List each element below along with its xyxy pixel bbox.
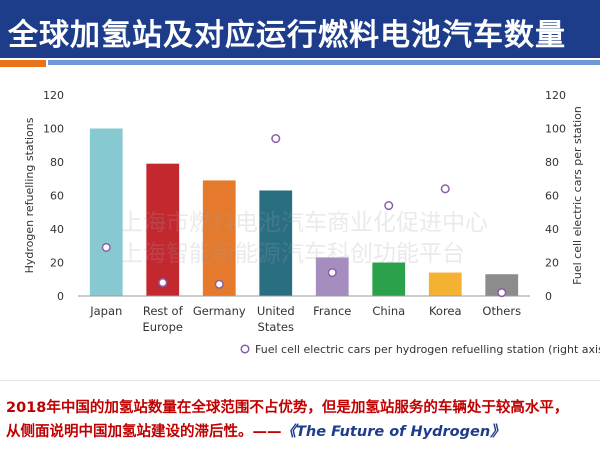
accent-bar-orange xyxy=(0,60,46,67)
watermark-line-1: 上海市燃料电池汽车商业化促进中心 xyxy=(120,210,488,236)
bar xyxy=(485,274,519,296)
bar xyxy=(372,262,406,296)
y-tick-label: 40 xyxy=(50,223,64,236)
y-tick-label: 80 xyxy=(50,156,64,169)
scatter-point xyxy=(440,184,450,194)
bar xyxy=(428,272,462,296)
caption-text: 从侧面说明中国加氢站建设的滞后性。—— xyxy=(6,424,282,440)
x-tick-label: Korea xyxy=(429,304,462,318)
y2-axis-title: Fuel cell electric cars per station xyxy=(571,106,584,285)
y-axis-title: Hydrogen refuelling stations xyxy=(23,117,36,273)
x-tick-label: China xyxy=(372,304,405,318)
scatter-point xyxy=(158,278,168,288)
y-tick-label: 100 xyxy=(43,123,64,136)
x-tick-label: United xyxy=(257,304,295,318)
scatter-point xyxy=(497,288,507,298)
x-tick-label: France xyxy=(313,304,351,318)
bar xyxy=(202,180,236,296)
y2-tick-label: 60 xyxy=(545,190,559,203)
y2-tick-label: 20 xyxy=(545,257,559,270)
scatter-point xyxy=(384,201,394,211)
title-bar: 全球加氢站及对应运行燃料电池汽车数量 xyxy=(0,0,600,58)
scatter-point xyxy=(327,268,337,278)
caption-line-1: 2018年中国的加氢站数量在全球范围不占优势，但是加氢站服务的车辆处于较高水平， xyxy=(6,400,569,416)
watermark-line-2: 上海智能新能源汽车科创功能平台 xyxy=(120,241,465,267)
legend-marker xyxy=(240,344,250,354)
y2-tick-label: 100 xyxy=(545,123,566,136)
caption-box xyxy=(0,380,600,450)
scatter-point xyxy=(214,279,224,289)
page-title: 全球加氢站及对应运行燃料电池汽车数量 xyxy=(8,18,566,53)
caption-source: 《The Future of Hydrogen》 xyxy=(281,424,505,440)
x-tick-label: Rest of xyxy=(143,304,184,318)
bar xyxy=(89,128,123,296)
y-tick-label: 60 xyxy=(50,190,64,203)
y2-tick-label: 0 xyxy=(545,290,552,303)
x-tick-label: Europe xyxy=(143,320,183,334)
x-tick-label: States xyxy=(258,320,294,334)
y2-tick-label: 120 xyxy=(545,89,566,102)
bar xyxy=(146,163,180,296)
legend-label: Fuel cell electric cars per hydrogen ref… xyxy=(255,343,600,356)
caption-line-2: 从侧面说明中国加氢站建设的滞后性。——《The Future of Hydrog… xyxy=(6,420,505,441)
chart: 0 20 40 60 80 100 120 0 20 40 60 80 100 120 Hydrogen r… xyxy=(23,89,600,356)
y2-tick-label: 80 xyxy=(545,156,559,169)
y-tick-label: 120 xyxy=(43,89,64,102)
bar xyxy=(259,190,293,296)
x-tick-label: Germany xyxy=(193,304,246,318)
y-tick-label: 0 xyxy=(57,290,64,303)
accent-bar-blue xyxy=(48,60,600,65)
x-tick-label: Others xyxy=(482,304,521,318)
x-tick-label: Japan xyxy=(89,304,122,318)
y-tick-label: 20 xyxy=(50,257,64,270)
scatter-point xyxy=(101,242,111,252)
y2-tick-label: 40 xyxy=(545,223,559,236)
scatter-point xyxy=(271,134,281,144)
